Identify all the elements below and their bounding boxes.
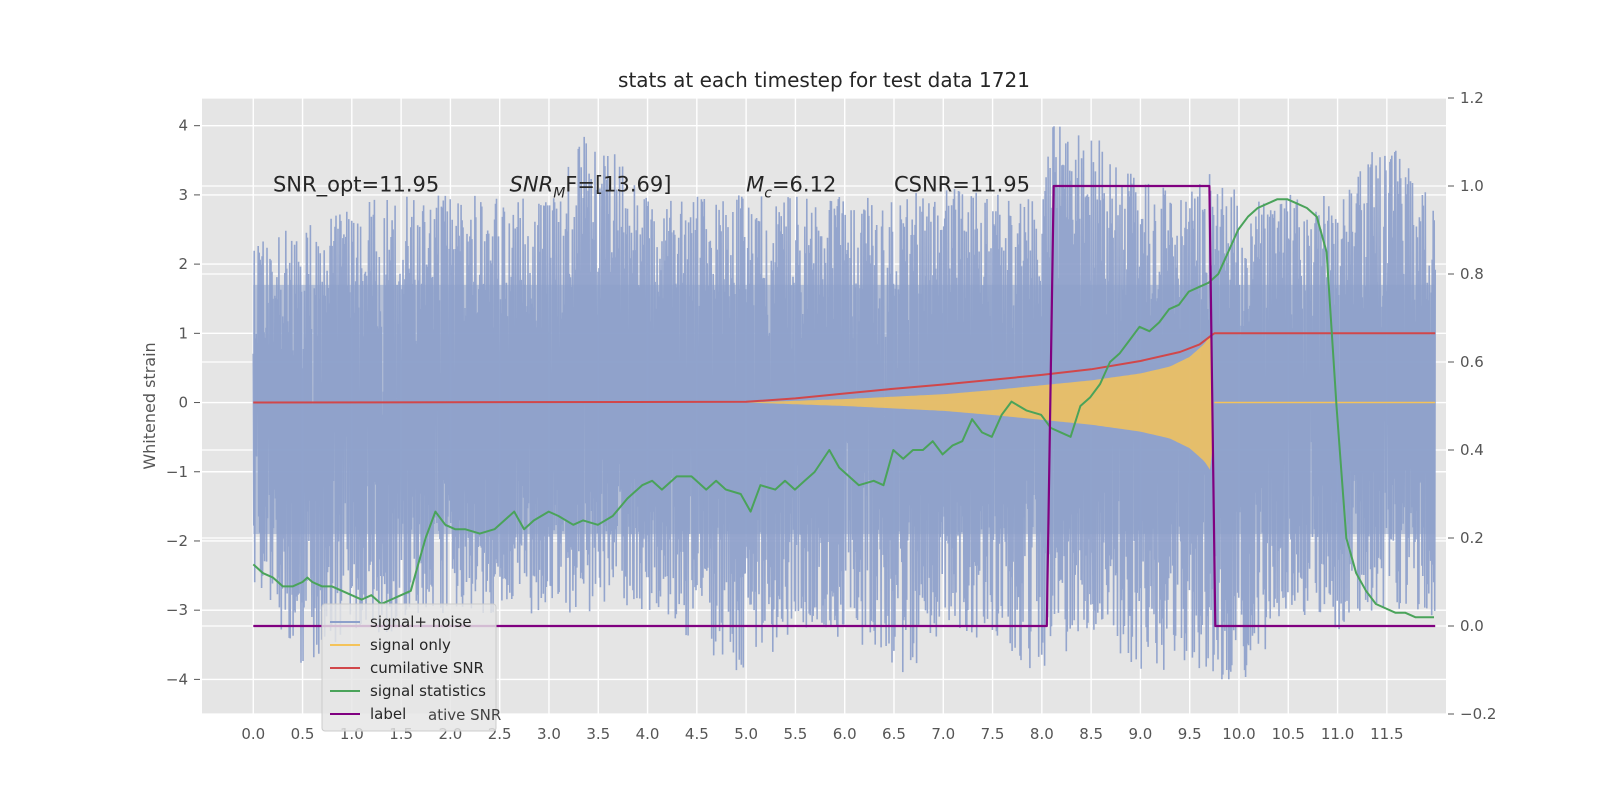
legend-label: cumilative SNR (370, 659, 484, 677)
x-tick-label: 11.0 (1321, 725, 1354, 743)
y2-tick-label: −0.2 (1460, 705, 1496, 723)
y2-tick-label: 0.0 (1460, 617, 1484, 635)
annotation-tail: F=[13.69] (565, 172, 671, 196)
y2-tick-label: 0.2 (1460, 529, 1484, 547)
y2-tick-label: 1.2 (1460, 89, 1484, 107)
x-tick-label: 11.5 (1370, 725, 1403, 743)
y-tick-label: −1 (166, 463, 188, 481)
legend: ative SNR signal+ noise signal only cumilat… (321, 603, 501, 732)
x-tick-label: 3.5 (586, 725, 610, 743)
y-tick-label: 2 (178, 255, 188, 273)
legend-label: signal only (370, 636, 451, 654)
annotation-text: SNRMF=[13.69] (510, 172, 672, 201)
y-tick-label: −2 (166, 532, 188, 550)
y2-tick-label: 0.4 (1460, 441, 1484, 459)
legend-label: signal+ noise (370, 613, 472, 631)
x-tick-label: 8.0 (1030, 725, 1054, 743)
x-tick-label: 7.0 (931, 725, 955, 743)
signal-statistics-line (252, 198, 1434, 619)
y-tick-label: 1 (178, 324, 188, 342)
annotation-layer: SNR_opt=11.95 SNRMF=[13.69] Mc=6.12 CSNR=11… (273, 172, 1030, 201)
x-tick-label: 4.5 (685, 725, 709, 743)
label-line (253, 184, 1436, 628)
x-tick-label: 9.5 (1178, 725, 1202, 743)
y-tick-label: −3 (166, 601, 188, 619)
signal-noise-core (253, 284, 1436, 535)
annotation-text: CSNR=11.95 (894, 172, 1030, 196)
annotation-sub: M (553, 185, 565, 201)
annotation-text: Mc=6.12 (746, 172, 836, 201)
x-tick-label: 3.0 (537, 725, 561, 743)
x-tick-label: 5.5 (783, 725, 807, 743)
annotation-text: SNR_opt=11.95 (273, 172, 439, 197)
x-tick-label: 4.0 (636, 725, 660, 743)
y-axis-label: Whitened strain (140, 342, 159, 469)
y-tick-label: −4 (166, 670, 188, 688)
annotation-main: M (746, 172, 764, 196)
legend-overlap-text: ative SNR (428, 706, 501, 724)
y2-tick-label: 0.6 (1460, 353, 1484, 371)
x-tick-label: 10.0 (1222, 725, 1255, 743)
x-tick-label: 0.0 (241, 725, 265, 743)
tick-layer: 0.0 0.5 1.0 1.5 2.0 2.5 3.0 3.5 4.0 4.5 5.0 5.5 6.0 6… (166, 89, 1497, 743)
y2-tick-label: 1.0 (1460, 177, 1484, 195)
x-tick-label: 6.5 (882, 725, 906, 743)
annotation-sub: c (764, 185, 772, 201)
y-tick-label: 4 (178, 117, 188, 135)
x-tick-label: 5.0 (734, 725, 758, 743)
y-tick-label: 0 (178, 394, 188, 412)
x-tick-label: 6.0 (833, 725, 857, 743)
y2-tick-label: 0.8 (1460, 265, 1484, 283)
x-tick-label: 0.5 (291, 725, 315, 743)
legend-label: signal statistics (370, 682, 486, 700)
series-layer (252, 126, 1436, 680)
x-tick-label: 8.5 (1079, 725, 1103, 743)
signal-only-band (746, 335, 1213, 470)
annotation-main: SNR (510, 172, 554, 196)
annotation-tail: =6.12 (772, 172, 836, 196)
x-tick-label: 9.0 (1128, 725, 1152, 743)
x-tick-label: 10.5 (1272, 725, 1305, 743)
x-tick-label: 7.5 (981, 725, 1005, 743)
legend-box (321, 603, 497, 732)
cumulative-snr-line (253, 332, 1436, 404)
legend-label: label (370, 705, 406, 723)
chart-title: stats at each timestep for test data 172… (618, 68, 1030, 92)
y-tick-label: 3 (178, 186, 188, 204)
